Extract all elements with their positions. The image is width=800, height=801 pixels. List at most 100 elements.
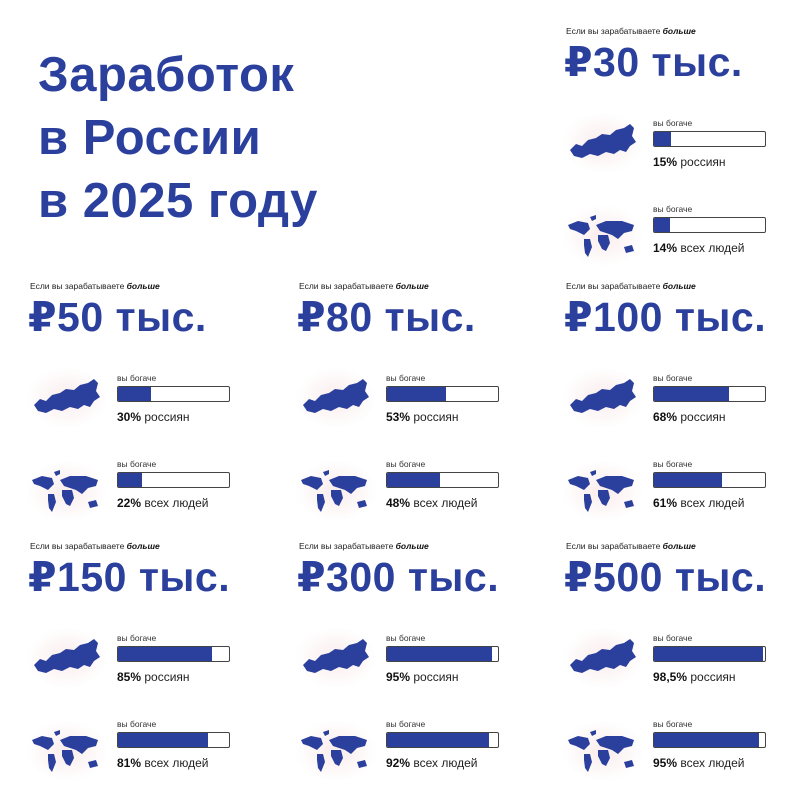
world-progress-bar (386, 472, 499, 488)
world-stat: вы богаче 48% всех людей (295, 459, 539, 539)
russia-progress-fill (654, 647, 764, 661)
page-title: Заработок в России в 2025 году (38, 44, 318, 233)
percent-suffix: россиян (413, 670, 459, 684)
world-progress-fill (387, 733, 490, 747)
russia-map-icon (295, 367, 377, 429)
russia-percent-text: 98,5% россиян (653, 670, 736, 684)
income-card: Если вы зарабатываете больше ₽30 тыс. вы б… (562, 26, 800, 286)
world-map-icon (26, 460, 108, 522)
lead-text-plain: Если вы зарабатываете (299, 541, 394, 551)
russia-progress-fill (387, 647, 493, 661)
lead-text: Если вы зарабатываете больше (30, 541, 160, 551)
percent-suffix: всех людей (680, 241, 745, 255)
percent-value: 85% (117, 670, 142, 684)
world-percent-text: 22% всех людей (117, 496, 208, 510)
income-card: Если вы зарабатываете больше ₽500 тыс. вы … (562, 541, 800, 801)
percent-value: 61% (653, 496, 678, 510)
percent-suffix: всех людей (413, 756, 478, 770)
percent-suffix: всех людей (144, 496, 209, 510)
russia-progress-bar (386, 646, 499, 662)
title-line: Заработок (38, 48, 295, 102)
income-amount: ₽50 тыс. (28, 294, 207, 340)
russia-percent-text: 30% россиян (117, 410, 190, 424)
russia-map-icon (562, 627, 644, 689)
percent-value: 92% (386, 756, 411, 770)
world-progress-fill (118, 733, 208, 747)
lead-text-plain: Если вы зарабатываете (566, 281, 661, 291)
world-stat: вы богаче 95% всех людей (562, 719, 800, 799)
russia-progress-bar (117, 646, 230, 662)
russia-progress-bar (653, 131, 766, 147)
russia-percent-text: 95% россиян (386, 670, 459, 684)
world-progress-bar (653, 732, 766, 748)
world-progress-bar (117, 472, 230, 488)
income-amount: ₽300 тыс. (297, 554, 500, 600)
income-card: Если вы зарабатываете больше ₽80 тыс. вы б… (295, 281, 539, 541)
russia-map-icon (26, 367, 108, 429)
russia-progress-bar (386, 386, 499, 402)
income-card: Если вы зарабатываете больше ₽150 тыс. вы … (26, 541, 270, 801)
percent-suffix: всех людей (413, 496, 478, 510)
percent-suffix: россиян (690, 670, 736, 684)
lead-text-bold: больше (126, 281, 160, 291)
world-progress-bar (653, 217, 766, 233)
world-stat: вы богаче 14% всех людей (562, 204, 800, 284)
lead-text-plain: Если вы зарабатываете (299, 281, 394, 291)
income-amount: ₽30 тыс. (564, 39, 743, 85)
world-percent-text: 92% всех людей (386, 756, 477, 770)
world-percent-text: 61% всех людей (653, 496, 744, 510)
lead-text: Если вы зарабатываете больше (566, 541, 696, 551)
lead-text: Если вы зарабатываете больше (566, 26, 696, 36)
russia-stat: вы богаче 98,5% россиян (562, 627, 800, 713)
world-map-icon (295, 460, 377, 522)
richer-label: вы богаче (653, 373, 693, 383)
world-stat: вы богаче 61% всех людей (562, 459, 800, 539)
world-stat: вы богаче 22% всех людей (26, 459, 270, 539)
percent-value: 14% (653, 241, 678, 255)
income-amount: ₽150 тыс. (28, 554, 231, 600)
russia-map-icon (562, 367, 644, 429)
world-map-icon (26, 720, 108, 782)
percent-suffix: россиян (413, 410, 459, 424)
lead-text-plain: Если вы зарабатываете (30, 281, 125, 291)
percent-value: 15% (653, 155, 678, 169)
richer-label: вы богаче (386, 459, 426, 469)
russia-stat: вы богаче 30% россиян (26, 367, 270, 453)
income-card: Если вы зарабатываете больше ₽300 тыс. вы … (295, 541, 539, 801)
richer-label: вы богаче (386, 373, 426, 383)
russia-progress-fill (654, 132, 671, 146)
russia-stat: вы богаче 95% россиян (295, 627, 539, 713)
lead-text: Если вы зарабатываете больше (566, 281, 696, 291)
world-map-icon (562, 460, 644, 522)
world-percent-text: 48% всех людей (386, 496, 477, 510)
lead-text: Если вы зарабатываете больше (299, 541, 429, 551)
world-progress-fill (654, 733, 760, 747)
world-progress-bar (386, 732, 499, 748)
russia-stat: вы богаче 15% россиян (562, 112, 800, 198)
russia-progress-fill (387, 387, 446, 401)
world-stat: вы богаче 92% всех людей (295, 719, 539, 799)
richer-label: вы богаче (117, 633, 157, 643)
lead-text-bold: больше (126, 541, 160, 551)
richer-label: вы богаче (386, 719, 426, 729)
world-progress-bar (653, 472, 766, 488)
percent-value: 68% (653, 410, 678, 424)
russia-stat: вы богаче 53% россиян (295, 367, 539, 453)
richer-label: вы богаче (653, 459, 693, 469)
richer-label: вы богаче (653, 204, 693, 214)
title-line: в 2025 году (38, 174, 318, 228)
income-card: Если вы зарабатываете больше ₽100 тыс. вы … (562, 281, 800, 541)
percent-value: 48% (386, 496, 411, 510)
russia-progress-fill (118, 647, 213, 661)
percent-suffix: россиян (680, 410, 726, 424)
percent-suffix: всех людей (680, 496, 745, 510)
russia-percent-text: 85% россиян (117, 670, 190, 684)
russia-percent-text: 68% россиян (653, 410, 726, 424)
lead-text: Если вы зарабатываете больше (30, 281, 160, 291)
world-percent-text: 81% всех людей (117, 756, 208, 770)
richer-label: вы богаче (653, 118, 693, 128)
russia-map-icon (295, 627, 377, 689)
richer-label: вы богаче (117, 719, 157, 729)
richer-label: вы богаче (653, 719, 693, 729)
russia-progress-fill (654, 387, 730, 401)
